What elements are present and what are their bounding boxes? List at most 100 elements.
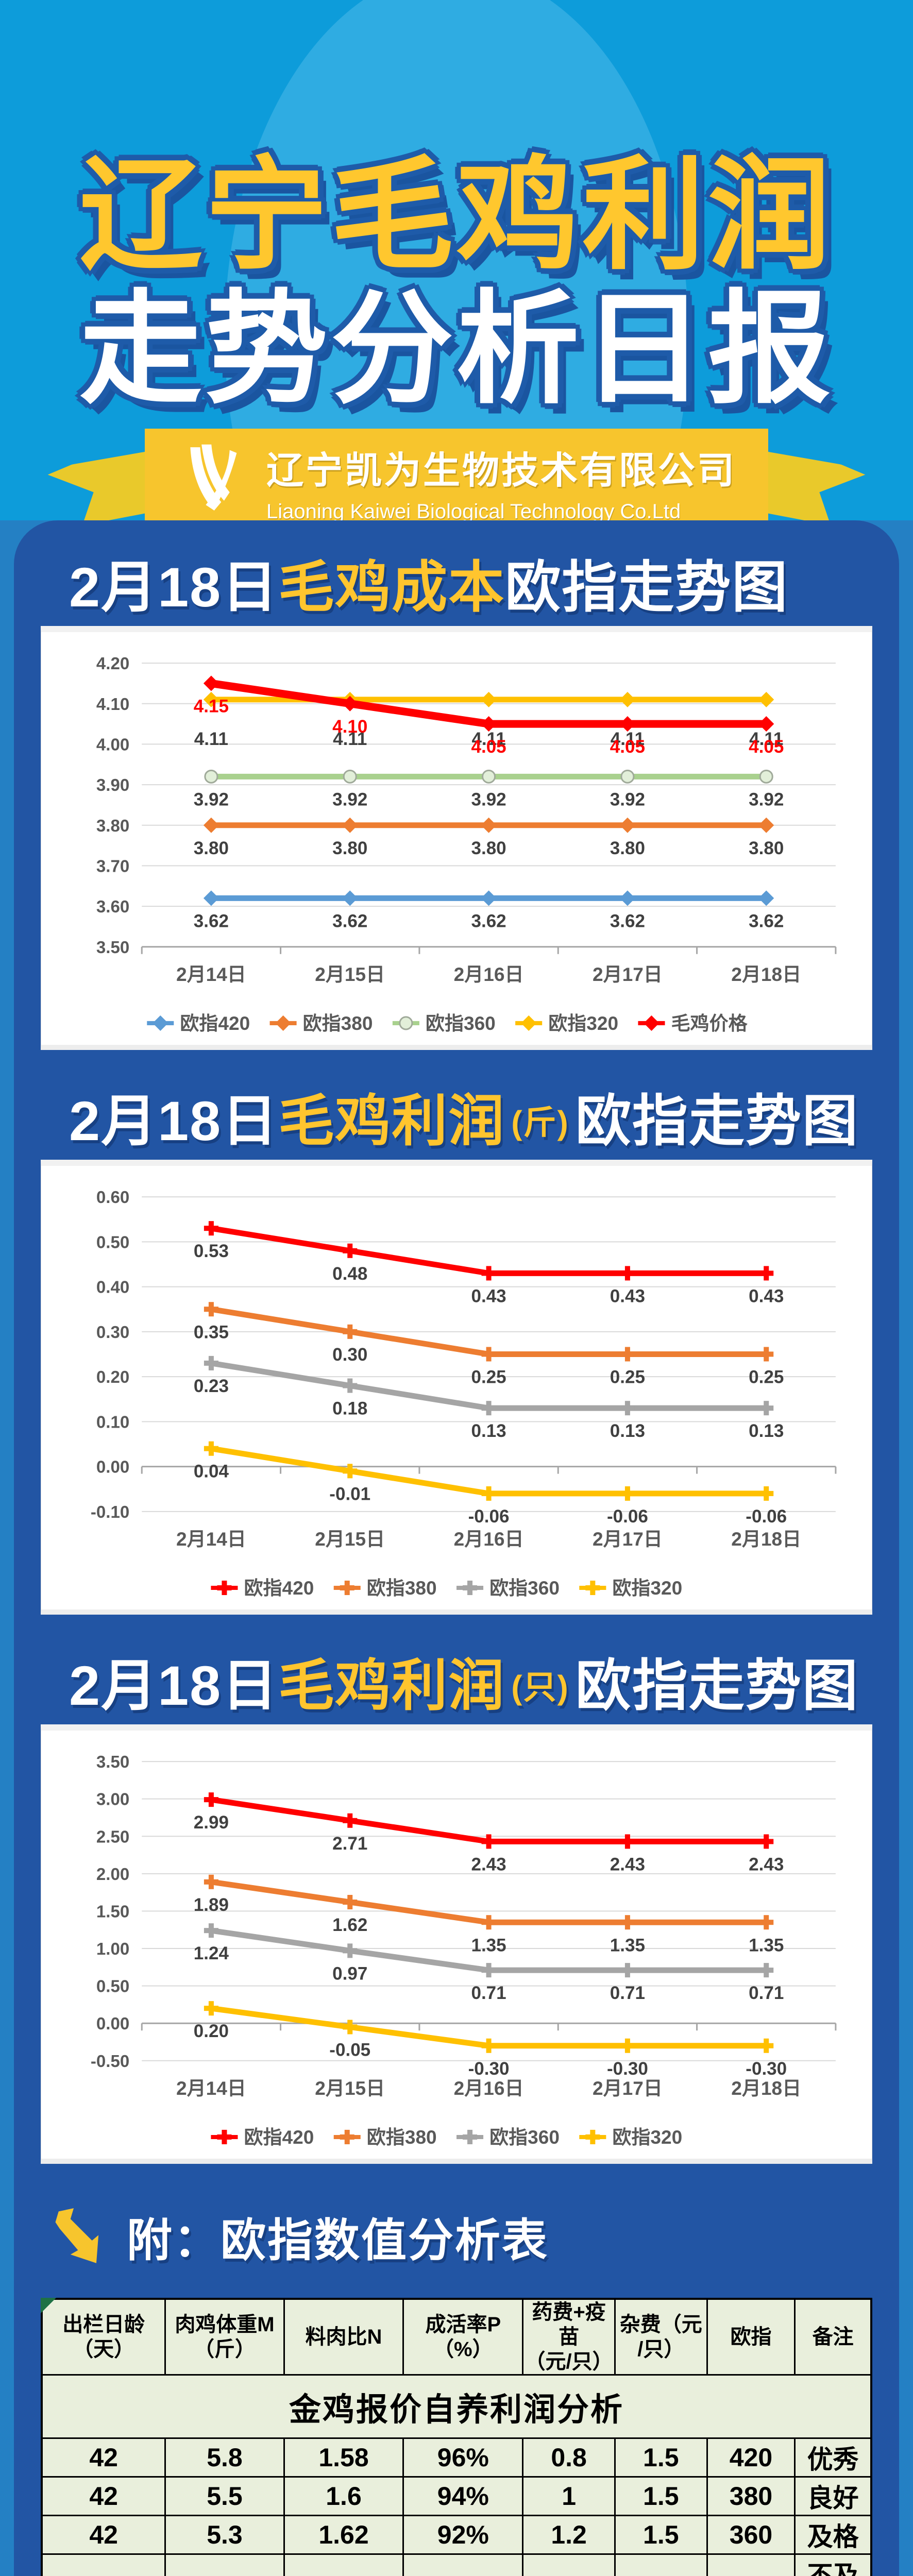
svg-text:0.25: 0.25 (471, 1367, 506, 1387)
svg-text:2月15日: 2月15日 (315, 1528, 385, 1550)
svg-text:4.20: 4.20 (96, 654, 129, 673)
svg-text:欧指360: 欧指360 (489, 1577, 560, 1599)
svg-text:0.13: 0.13 (610, 1421, 645, 1441)
table-row: 42 5.3 1.62 92% 1.2 1.5 360 及格 (41, 2514, 872, 2555)
table-cell: 5.3 (164, 2514, 285, 2555)
svg-text:2.43: 2.43 (749, 1854, 784, 1874)
svg-text:1.89: 1.89 (194, 1895, 229, 1915)
table-title: 金鸡报价自养利润分析 (41, 2374, 872, 2439)
analysis-heading-row: 附：欧指数值分析表 (52, 2204, 872, 2269)
svg-text:4.00: 4.00 (96, 735, 129, 754)
svg-text:4.11: 4.11 (611, 729, 645, 749)
table-cell: 1.62 (283, 2514, 404, 2555)
table-cell: 1 (522, 2476, 616, 2516)
svg-text:2月16日: 2月16日 (454, 963, 524, 985)
section-suffix: 欧指走势图 (575, 1089, 859, 1152)
svg-text:2月18日: 2月18日 (731, 963, 801, 985)
company-ribbon: 辽宁凯为生物技术有限公司 Liaoning Kaiwei Biological … (145, 429, 768, 520)
svg-text:4.05: 4.05 (749, 737, 784, 757)
table-cell: 1.58 (283, 2437, 404, 2478)
svg-text:0.43: 0.43 (471, 1286, 506, 1306)
svg-text:3.92: 3.92 (471, 789, 506, 809)
svg-text:3.92: 3.92 (194, 789, 229, 809)
svg-text:欧指360: 欧指360 (426, 1012, 496, 1034)
table-cell: 92% (402, 2514, 524, 2555)
svg-text:3.70: 3.70 (96, 857, 129, 876)
section-highlight: 毛鸡利润 (278, 1654, 505, 1717)
svg-text:3.62: 3.62 (194, 911, 229, 931)
svg-text:2月17日: 2月17日 (593, 2077, 663, 2099)
table-cell: 优秀 (794, 2437, 872, 2478)
svg-text:-0.30: -0.30 (468, 2059, 510, 2079)
profit-jin-chart-svg: 0.60 0.50 0.40 0.30 0.20 0.10 0.00 -0.10 2月14日 2月… (91, 1188, 837, 1599)
svg-text:-0.05: -0.05 (329, 2040, 370, 2060)
svg-text:0.00: 0.00 (96, 1458, 129, 1477)
svg-text:0.50: 0.50 (96, 1233, 129, 1252)
svg-text:-0.06: -0.06 (746, 1506, 787, 1527)
svg-text:-0.06: -0.06 (468, 1506, 510, 1527)
table-cell: 5 (164, 2553, 285, 2576)
table-cell: 不及格 (794, 2553, 872, 2576)
section-highlight: 毛鸡利润 (278, 1089, 505, 1152)
section-cost-chart: 2月18日毛鸡成本欧指走势图 4.20 4.10 4.00 3.90 3.80 3.70 3… (41, 556, 872, 1050)
svg-text:0.71: 0.71 (610, 1983, 645, 2003)
table-cell: 1.2 (522, 2514, 616, 2555)
section-date: 2月18日 (69, 1654, 279, 1717)
table-cell-ouzhi: 380 (706, 2476, 796, 2516)
svg-text:-0.01: -0.01 (329, 1484, 370, 1504)
svg-text:1.35: 1.35 (471, 1935, 506, 1955)
svg-text:0.30: 0.30 (96, 1323, 129, 1342)
svg-text:0.23: 0.23 (194, 1376, 229, 1396)
svg-text:2月15日: 2月15日 (315, 2077, 385, 2099)
table-cell: 良好 (794, 2476, 872, 2516)
svg-text:欧指320: 欧指320 (612, 1577, 682, 1599)
svg-text:毛鸡价格: 毛鸡价格 (671, 1012, 748, 1034)
table-cell: 及格 (794, 2514, 872, 2555)
svg-text:0.10: 0.10 (96, 1413, 129, 1432)
table-cell-ouzhi: 320 (706, 2553, 796, 2576)
svg-text:3.80: 3.80 (96, 817, 129, 836)
section-date: 2月18日 (69, 1089, 279, 1152)
table-cell: 0.8 (522, 2437, 616, 2478)
svg-text:欧指360: 欧指360 (489, 2126, 560, 2148)
main-title-line1: 辽宁毛鸡利润 (79, 147, 834, 284)
svg-text:2.99: 2.99 (194, 1812, 229, 1833)
svg-text:欧指380: 欧指380 (367, 2126, 437, 2148)
svg-text:2.43: 2.43 (610, 1854, 645, 1874)
svg-text:-0.06: -0.06 (607, 1506, 648, 1527)
table-cell: 42 (41, 2437, 166, 2478)
table-cell: 5.8 (164, 2437, 285, 2478)
svg-text:0.43: 0.43 (610, 1286, 645, 1306)
table-cell: 1.65 (283, 2553, 404, 2576)
table-row: 42 5 1.65 90% 1.5 1.5 320 不及格 (41, 2553, 872, 2576)
svg-text:3.62: 3.62 (610, 911, 645, 931)
svg-text:3.92: 3.92 (332, 789, 367, 809)
svg-text:1.62: 1.62 (332, 1915, 367, 1935)
svg-text:1.24: 1.24 (194, 1943, 229, 1963)
table-cell: 1.5 (614, 2514, 708, 2555)
section-profit-bird-chart: 2月18日毛鸡利润 (只) 欧指走势图 3.50 3.00 2.50 2.00 1.50 1.… (41, 1654, 872, 2164)
table-cell-ouzhi: 420 (706, 2437, 796, 2478)
table-header-cell: 备注 (794, 2298, 872, 2376)
svg-text:3.62: 3.62 (749, 911, 784, 931)
svg-text:欧指420: 欧指420 (180, 1012, 250, 1034)
svg-text:-0.30: -0.30 (607, 2059, 648, 2079)
table-cell: 1.6 (283, 2476, 404, 2516)
section-date: 2月18日 (69, 556, 279, 618)
svg-text:4.11: 4.11 (749, 729, 783, 749)
profit-bird-chart-svg: 3.50 3.00 2.50 2.00 1.50 1.00 0.50 0.00 -0.50 2月1… (91, 1753, 837, 2148)
content-card: 2月18日毛鸡成本欧指走势图 4.20 4.10 4.00 3.90 3.80 3.70 3… (14, 520, 899, 2576)
section-unit: (只) (511, 1668, 569, 1706)
cost-chart-panel: 4.20 4.10 4.00 3.90 3.80 3.70 3.60 3.50 2月14日 2月1… (41, 625, 872, 1050)
profit-jin-chart-panel: 0.60 0.50 0.40 0.30 0.20 0.10 0.00 -0.10 2月14日 2月… (41, 1159, 872, 1615)
svg-text:3.80: 3.80 (749, 838, 784, 858)
svg-text:3.50: 3.50 (96, 1753, 129, 1772)
svg-text:0.53: 0.53 (194, 1241, 229, 1261)
table-row: 42 5.8 1.58 96% 0.8 1.5 420 优秀 (41, 2437, 872, 2478)
svg-text:欧指420: 欧指420 (244, 2126, 314, 2148)
table-cell: 42 (41, 2553, 166, 2576)
svg-text:0.13: 0.13 (471, 1421, 506, 1441)
svg-text:-0.30: -0.30 (746, 2059, 787, 2079)
svg-text:2月16日: 2月16日 (454, 1528, 524, 1550)
section-profit-jin-chart: 2月18日毛鸡利润 (斤) 欧指走势图 0.60 0.50 0.40 0.30 0.20 0.… (41, 1090, 872, 1615)
